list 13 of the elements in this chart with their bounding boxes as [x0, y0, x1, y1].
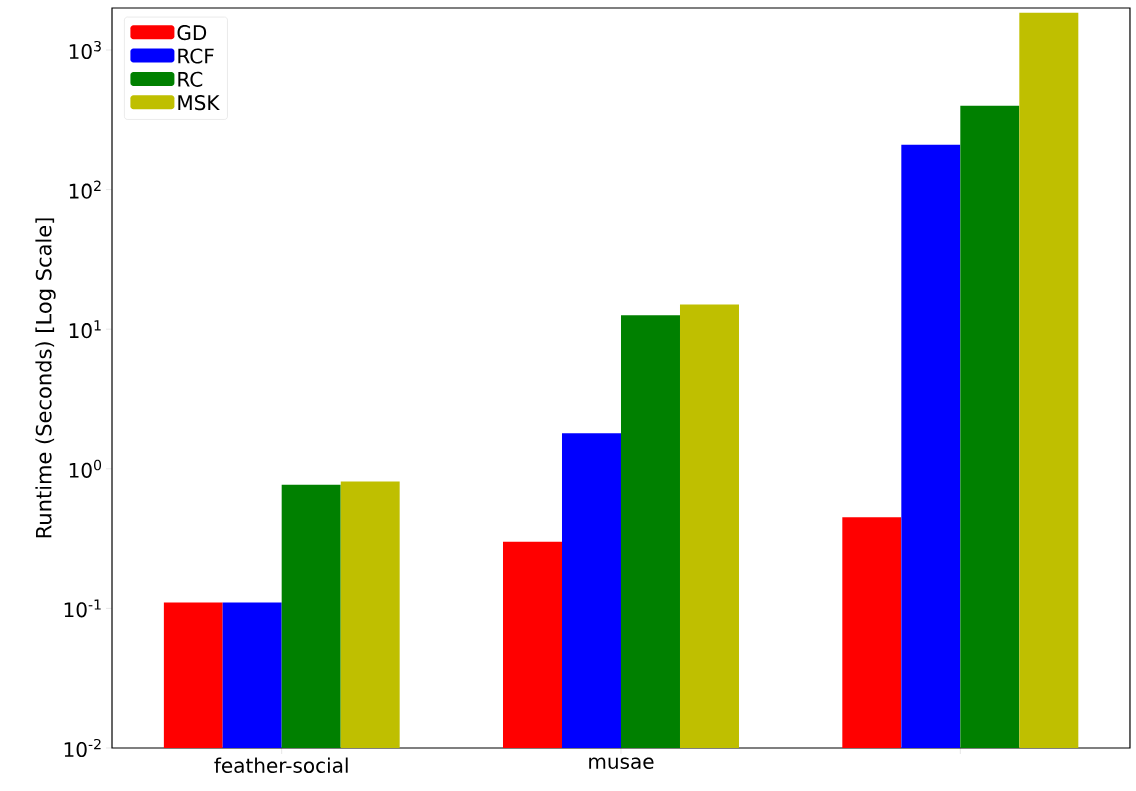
- legend-label: MSK: [178, 95, 220, 111]
- x-tick-label: feather-social: [214, 757, 348, 773]
- legend-label: RCF: [178, 48, 214, 64]
- y-tick-label: 10$^{3}$: [69, 40, 101, 60]
- x-tick-label: musae: [589, 757, 654, 769]
- y-tick-label: 10$^{1}$: [69, 320, 101, 339]
- y-tick-label: 10$^{-1}$: [64, 599, 101, 618]
- y-tick-label: 10$^{0}$: [69, 459, 102, 478]
- y-axis-title: Runtime (Seconds) [Log Scale]: [35, 218, 56, 538]
- y-tick-label: 10$^{2}$: [69, 180, 101, 199]
- legend-label: RC: [178, 71, 203, 87]
- legend-label: GD: [177, 25, 207, 41]
- y-tick-label: 10$^{-2}$: [64, 738, 101, 758]
